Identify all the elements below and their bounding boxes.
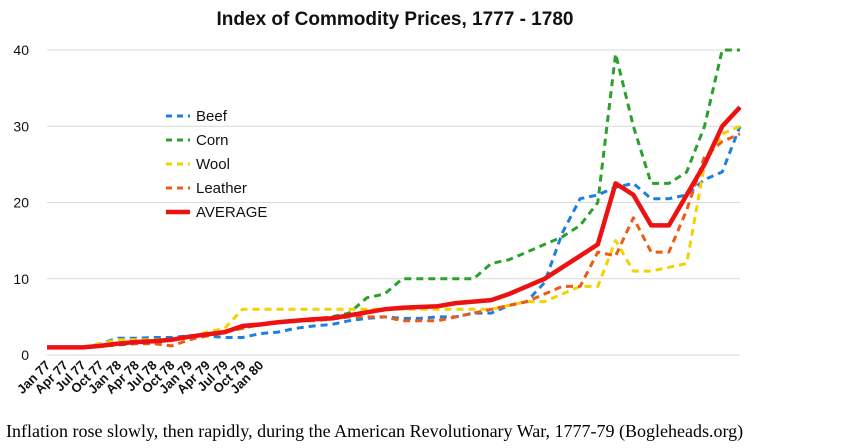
series-line-leather — [47, 132, 741, 349]
y-tick-label: 10 — [13, 271, 29, 287]
series-layer — [47, 48, 742, 350]
y-tick-label: 30 — [13, 118, 29, 134]
figure-caption: Inflation rose slowly, then rapidly, dur… — [6, 421, 744, 441]
legend-item-wool: Wool — [166, 156, 230, 173]
legend: Beef Corn Wool Leather AVERAGE — [166, 108, 267, 221]
y-tick-label: 0 — [21, 347, 29, 363]
series-line-average — [47, 105, 742, 350]
legend-label: Wool — [196, 156, 230, 173]
legend-label: AVERAGE — [196, 204, 267, 221]
grid-lines — [47, 49, 740, 356]
chart-title: Index of Commodity Prices, 1777 - 1780 — [217, 9, 574, 30]
legend-label: Beef — [196, 108, 228, 125]
series-line-beef — [47, 125, 742, 349]
legend-label: Corn — [196, 132, 229, 149]
y-tick-label: 20 — [13, 195, 29, 211]
legend-item-corn: Corn — [166, 132, 229, 149]
y-axis: 0 10 20 30 40 — [13, 42, 29, 363]
legend-item-average: AVERAGE — [166, 204, 267, 221]
legend-item-leather: Leather — [166, 180, 247, 197]
y-tick-label: 40 — [13, 42, 29, 58]
line-chart: Index of Commodity Prices, 1777 - 1780 0… — [13, 9, 742, 397]
series-line-wool — [47, 124, 741, 349]
legend-item-beef: Beef — [166, 108, 228, 125]
legend-label: Leather — [196, 180, 247, 197]
